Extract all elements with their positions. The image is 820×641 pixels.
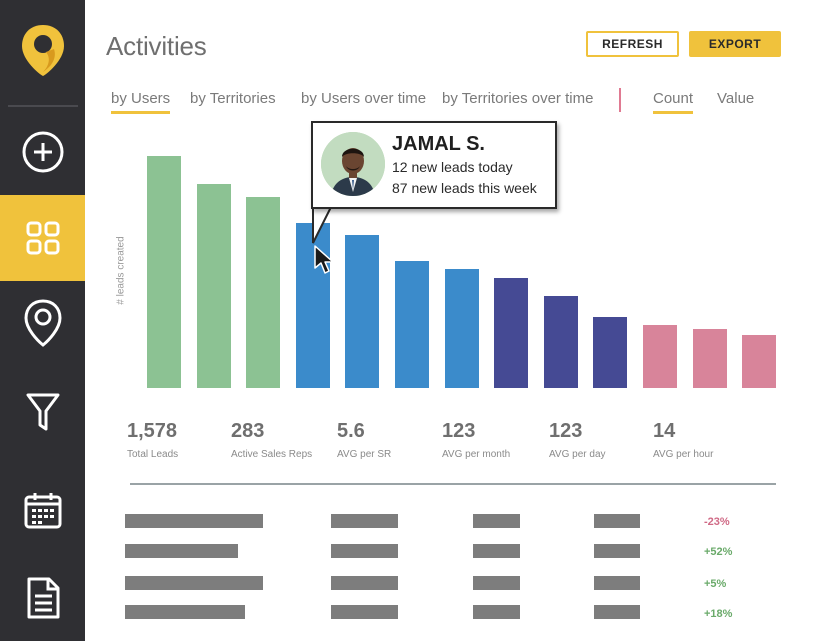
filter-icon xyxy=(26,393,59,431)
stat-value: 123 xyxy=(442,420,476,442)
sidebar-item-calendar[interactable] xyxy=(0,471,85,551)
row-placeholder-bar xyxy=(125,544,238,558)
chart-bar[interactable] xyxy=(295,223,330,388)
tab-separator xyxy=(619,88,621,112)
tab-by-users[interactable]: by Users xyxy=(111,90,171,114)
row-placeholder-bar xyxy=(473,576,520,590)
person-avatar-icon xyxy=(321,132,385,196)
chart-bar[interactable] xyxy=(345,235,380,388)
document-icon xyxy=(27,577,59,619)
stat-active-sales-reps: 283 Active Sales Reps xyxy=(231,420,312,460)
row-placeholder-bar xyxy=(594,514,640,528)
tab-by-territories-over-time[interactable]: by Territories over time xyxy=(442,90,594,107)
stat-label: AVG per hour xyxy=(653,449,714,460)
row-placeholder-bar xyxy=(594,605,640,619)
avatar xyxy=(321,132,385,196)
row-placeholder-bar xyxy=(125,576,263,590)
tab-by-territories[interactable]: by Territories xyxy=(190,90,276,107)
tooltip-leads-today: 12 new leads today xyxy=(392,159,513,175)
sidebar-item-dashboard[interactable] xyxy=(0,195,85,281)
chart-bar[interactable] xyxy=(196,184,231,388)
row-placeholder-bar xyxy=(125,514,263,528)
y-axis-label: # leads created xyxy=(115,235,127,315)
sidebar-item-document[interactable] xyxy=(0,558,85,638)
stat-value: 283 xyxy=(231,420,265,442)
row-change: +52% xyxy=(704,546,733,558)
chart-bar[interactable] xyxy=(593,317,628,388)
bar-chart xyxy=(140,140,780,388)
chart-bar[interactable] xyxy=(494,278,529,388)
chart-bar[interactable] xyxy=(147,156,181,388)
tab-by-users-over-time[interactable]: by Users over time xyxy=(301,90,427,107)
chart-bar[interactable] xyxy=(246,197,281,388)
tooltip-name: JAMAL S. xyxy=(392,133,485,155)
chart-bar[interactable] xyxy=(444,269,479,388)
page-title: Activities xyxy=(106,31,207,61)
chart-bar[interactable] xyxy=(742,335,777,388)
row-change: +5% xyxy=(704,578,727,590)
row-placeholder-bar xyxy=(331,605,398,619)
stat-total-leads: 1,578 Total Leads xyxy=(127,420,178,460)
row-placeholder-bar xyxy=(594,544,640,558)
chart-bar[interactable] xyxy=(643,325,677,388)
stat-label: AVG per month xyxy=(442,449,511,460)
row-placeholder-bar xyxy=(473,544,520,558)
sidebar-item-add[interactable] xyxy=(0,112,85,192)
sidebar-item-filter[interactable] xyxy=(0,372,85,452)
stat-avg-per-sr: 5.6 AVG per SR xyxy=(337,420,391,460)
calendar-icon xyxy=(24,493,61,529)
row-placeholder-bar xyxy=(331,576,398,590)
stat-label: AVG per SR xyxy=(337,449,392,460)
tab-value[interactable]: Value xyxy=(717,90,755,107)
row-placeholder-bar xyxy=(473,514,520,528)
sidebar xyxy=(0,0,85,641)
stat-avg-per-hour: 14 AVG per hour xyxy=(653,420,713,460)
row-placeholder-bar xyxy=(125,605,245,619)
stat-label: Active Sales Reps xyxy=(231,449,313,460)
stat-avg-per-month: 123 AVG per month xyxy=(442,420,510,460)
row-placeholder-bar xyxy=(331,514,398,528)
user-tooltip: JAMAL S. 12 new leads today 87 new leads… xyxy=(311,121,557,209)
grid-icon xyxy=(26,221,59,255)
sidebar-divider xyxy=(8,105,78,107)
stat-value: 5.6 xyxy=(337,420,365,442)
row-placeholder-bar xyxy=(594,576,640,590)
stat-value: 1,578 xyxy=(127,420,178,442)
stat-label: AVG per day xyxy=(549,449,606,460)
tooltip-tail xyxy=(312,207,332,244)
y-axis-label-text: # leads created xyxy=(115,236,127,305)
map-pin-icon xyxy=(23,299,62,347)
stat-label: Total Leads xyxy=(127,449,179,460)
stat-value: 14 xyxy=(653,420,676,442)
tooltip-leads-week: 87 new leads this week xyxy=(392,180,537,196)
logo[interactable] xyxy=(0,0,85,100)
chart-bar[interactable] xyxy=(395,261,429,388)
row-change: +18% xyxy=(704,608,733,620)
chart-bar[interactable] xyxy=(543,296,578,388)
tab-count[interactable]: Count xyxy=(653,90,694,114)
plus-circle-icon xyxy=(22,131,63,173)
sidebar-item-location[interactable] xyxy=(0,283,85,363)
logo-pin-icon xyxy=(21,25,64,76)
refresh-button[interactable]: REFRESH xyxy=(586,31,679,57)
row-placeholder-bar xyxy=(331,544,398,558)
chart-bar[interactable] xyxy=(692,329,727,388)
stat-value: 123 xyxy=(549,420,583,442)
export-button[interactable]: EXPORT xyxy=(689,31,781,57)
row-placeholder-bar xyxy=(473,605,520,619)
row-change: -23% xyxy=(704,516,730,528)
stat-avg-per-day: 123 AVG per day xyxy=(549,420,606,460)
section-divider xyxy=(130,483,776,485)
mouse-cursor-icon xyxy=(314,245,334,274)
